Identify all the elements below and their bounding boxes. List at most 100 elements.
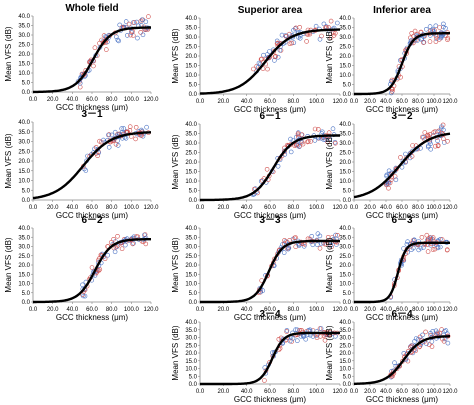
x-tick-label: 40.0 <box>380 389 392 395</box>
y-tick-label: 15.0 <box>185 359 197 365</box>
scatter-point <box>427 24 433 29</box>
y-tick-label: 35.0 <box>185 328 197 334</box>
scatter-point <box>276 336 282 342</box>
scatter-point <box>273 53 279 59</box>
scatter-point <box>121 126 127 131</box>
scatter-point <box>294 327 300 333</box>
x-axis-label: GCC thickness (μm) <box>56 313 129 322</box>
scatter-point <box>333 140 338 146</box>
fit-curve <box>200 331 340 386</box>
scatter-point <box>293 25 299 31</box>
y-tick-label: 40.0 <box>185 320 197 326</box>
scatter-point <box>398 155 403 160</box>
scatter-point <box>429 344 435 349</box>
y-tick-label: 40.0 <box>185 16 197 22</box>
y-tick-label: 15.0 <box>339 170 351 176</box>
scatter-point <box>92 146 97 152</box>
scatter-point <box>426 143 431 149</box>
scatter-point <box>300 141 306 147</box>
scatter-point <box>328 18 334 24</box>
x-tick-label: 60.0 <box>264 307 276 313</box>
scatter-point <box>404 242 410 247</box>
scatter-point <box>319 33 324 39</box>
scatter-point <box>433 39 439 44</box>
y-tick-label: 15.0 <box>185 272 197 278</box>
scatter-point <box>111 237 116 242</box>
x-tick-label: 20.0 <box>364 205 376 211</box>
scatter-point <box>312 126 318 132</box>
x-tick-label: 40.0 <box>380 99 392 105</box>
fit-curve <box>354 32 450 96</box>
y-tick-label: 15.0 <box>18 169 30 175</box>
chart-panel-7: 6－2 0.0 5.0 10.0 15.0 20.0 25.0 30.0 35.0 40.0 0.0… <box>4 215 159 322</box>
panel-title: 6－3 <box>391 215 413 226</box>
scatter-point <box>318 326 324 331</box>
scatter-point <box>292 26 298 32</box>
scatter-point <box>82 293 88 299</box>
y-tick-label: 15.0 <box>339 64 351 70</box>
x-tick-label: 60.0 <box>86 307 98 313</box>
x-axis-label: GCC thickness (μm) <box>56 103 129 112</box>
x-axis-label: GCC thickness (μm) <box>366 395 439 404</box>
y-tick-label: 25.0 <box>18 254 30 260</box>
scatter-point <box>265 66 270 72</box>
chart-panel-10: 3－40.05.010.015.020.025.030.035.040.00.0… <box>171 309 348 404</box>
scatter-point <box>131 240 136 246</box>
x-tick-label: 120.0 <box>332 99 348 105</box>
scatter-point <box>133 125 139 130</box>
scatter-point <box>261 52 266 58</box>
scatter-point <box>274 38 280 44</box>
scatter-point <box>435 143 441 148</box>
scatter-point <box>426 236 431 241</box>
x-tick-label: 40.0 <box>380 307 392 313</box>
y-tick-label: 35.0 <box>339 26 351 32</box>
fit-curve <box>32 131 151 200</box>
y-tick-label: 30.0 <box>339 141 351 147</box>
panel-title: 3－3 <box>259 215 281 226</box>
scatter-point <box>115 37 121 43</box>
scatter-point <box>322 337 328 343</box>
panel-title: 6－4 <box>391 309 413 320</box>
scatter-point <box>133 136 138 142</box>
scatter-point <box>142 232 148 237</box>
scatter-point <box>116 38 121 44</box>
scatter-point <box>282 238 287 243</box>
scatter-point <box>77 81 83 86</box>
x-tick-label: 120.0 <box>442 99 458 105</box>
y-tick-label: 25.0 <box>185 45 197 51</box>
y-tick-label: 10.0 <box>339 367 351 373</box>
x-axis-label: GCC thickness (μm) <box>56 211 129 220</box>
scatter-point <box>284 328 290 333</box>
y-tick-label: 40.0 <box>18 226 30 232</box>
x-tick-label: 80.0 <box>106 307 118 313</box>
x-tick-label: 40.0 <box>241 99 253 105</box>
scatter-point <box>413 336 419 341</box>
scatter-point <box>442 328 447 334</box>
scatter-point <box>334 242 339 247</box>
x-tick-label: 40.0 <box>241 389 253 395</box>
x-tick-label: 120.0 <box>442 307 458 313</box>
x-tick-label: 60.0 <box>264 205 276 211</box>
y-axis-label: Mean VFS (dB) <box>325 28 334 83</box>
x-tick-label: 120.0 <box>442 205 458 211</box>
y-tick-label: 30.0 <box>18 140 30 146</box>
scatter-point <box>428 146 434 152</box>
scatter-point <box>283 33 289 39</box>
scatter-point <box>330 126 336 131</box>
x-axis-label: GCC thickness (μm) <box>234 395 307 404</box>
y-tick-label: 5.0 <box>343 374 352 380</box>
y-tick-label: 0.0 <box>343 382 352 388</box>
fit-curve <box>353 132 451 199</box>
y-tick-label: 25.0 <box>185 151 197 157</box>
scatter-point <box>421 40 426 45</box>
scatter-point <box>432 143 438 149</box>
x-tick-label: 20.0 <box>364 307 376 313</box>
scatter-point <box>444 247 450 252</box>
scatter-point <box>426 133 431 139</box>
y-tick-label: 25.0 <box>339 151 351 157</box>
scatter-point <box>284 246 290 251</box>
y-tick-label: 0.0 <box>22 300 31 306</box>
scatter-point <box>420 332 425 338</box>
y-tick-label: 25.0 <box>185 343 197 349</box>
scatter-point <box>317 246 323 251</box>
